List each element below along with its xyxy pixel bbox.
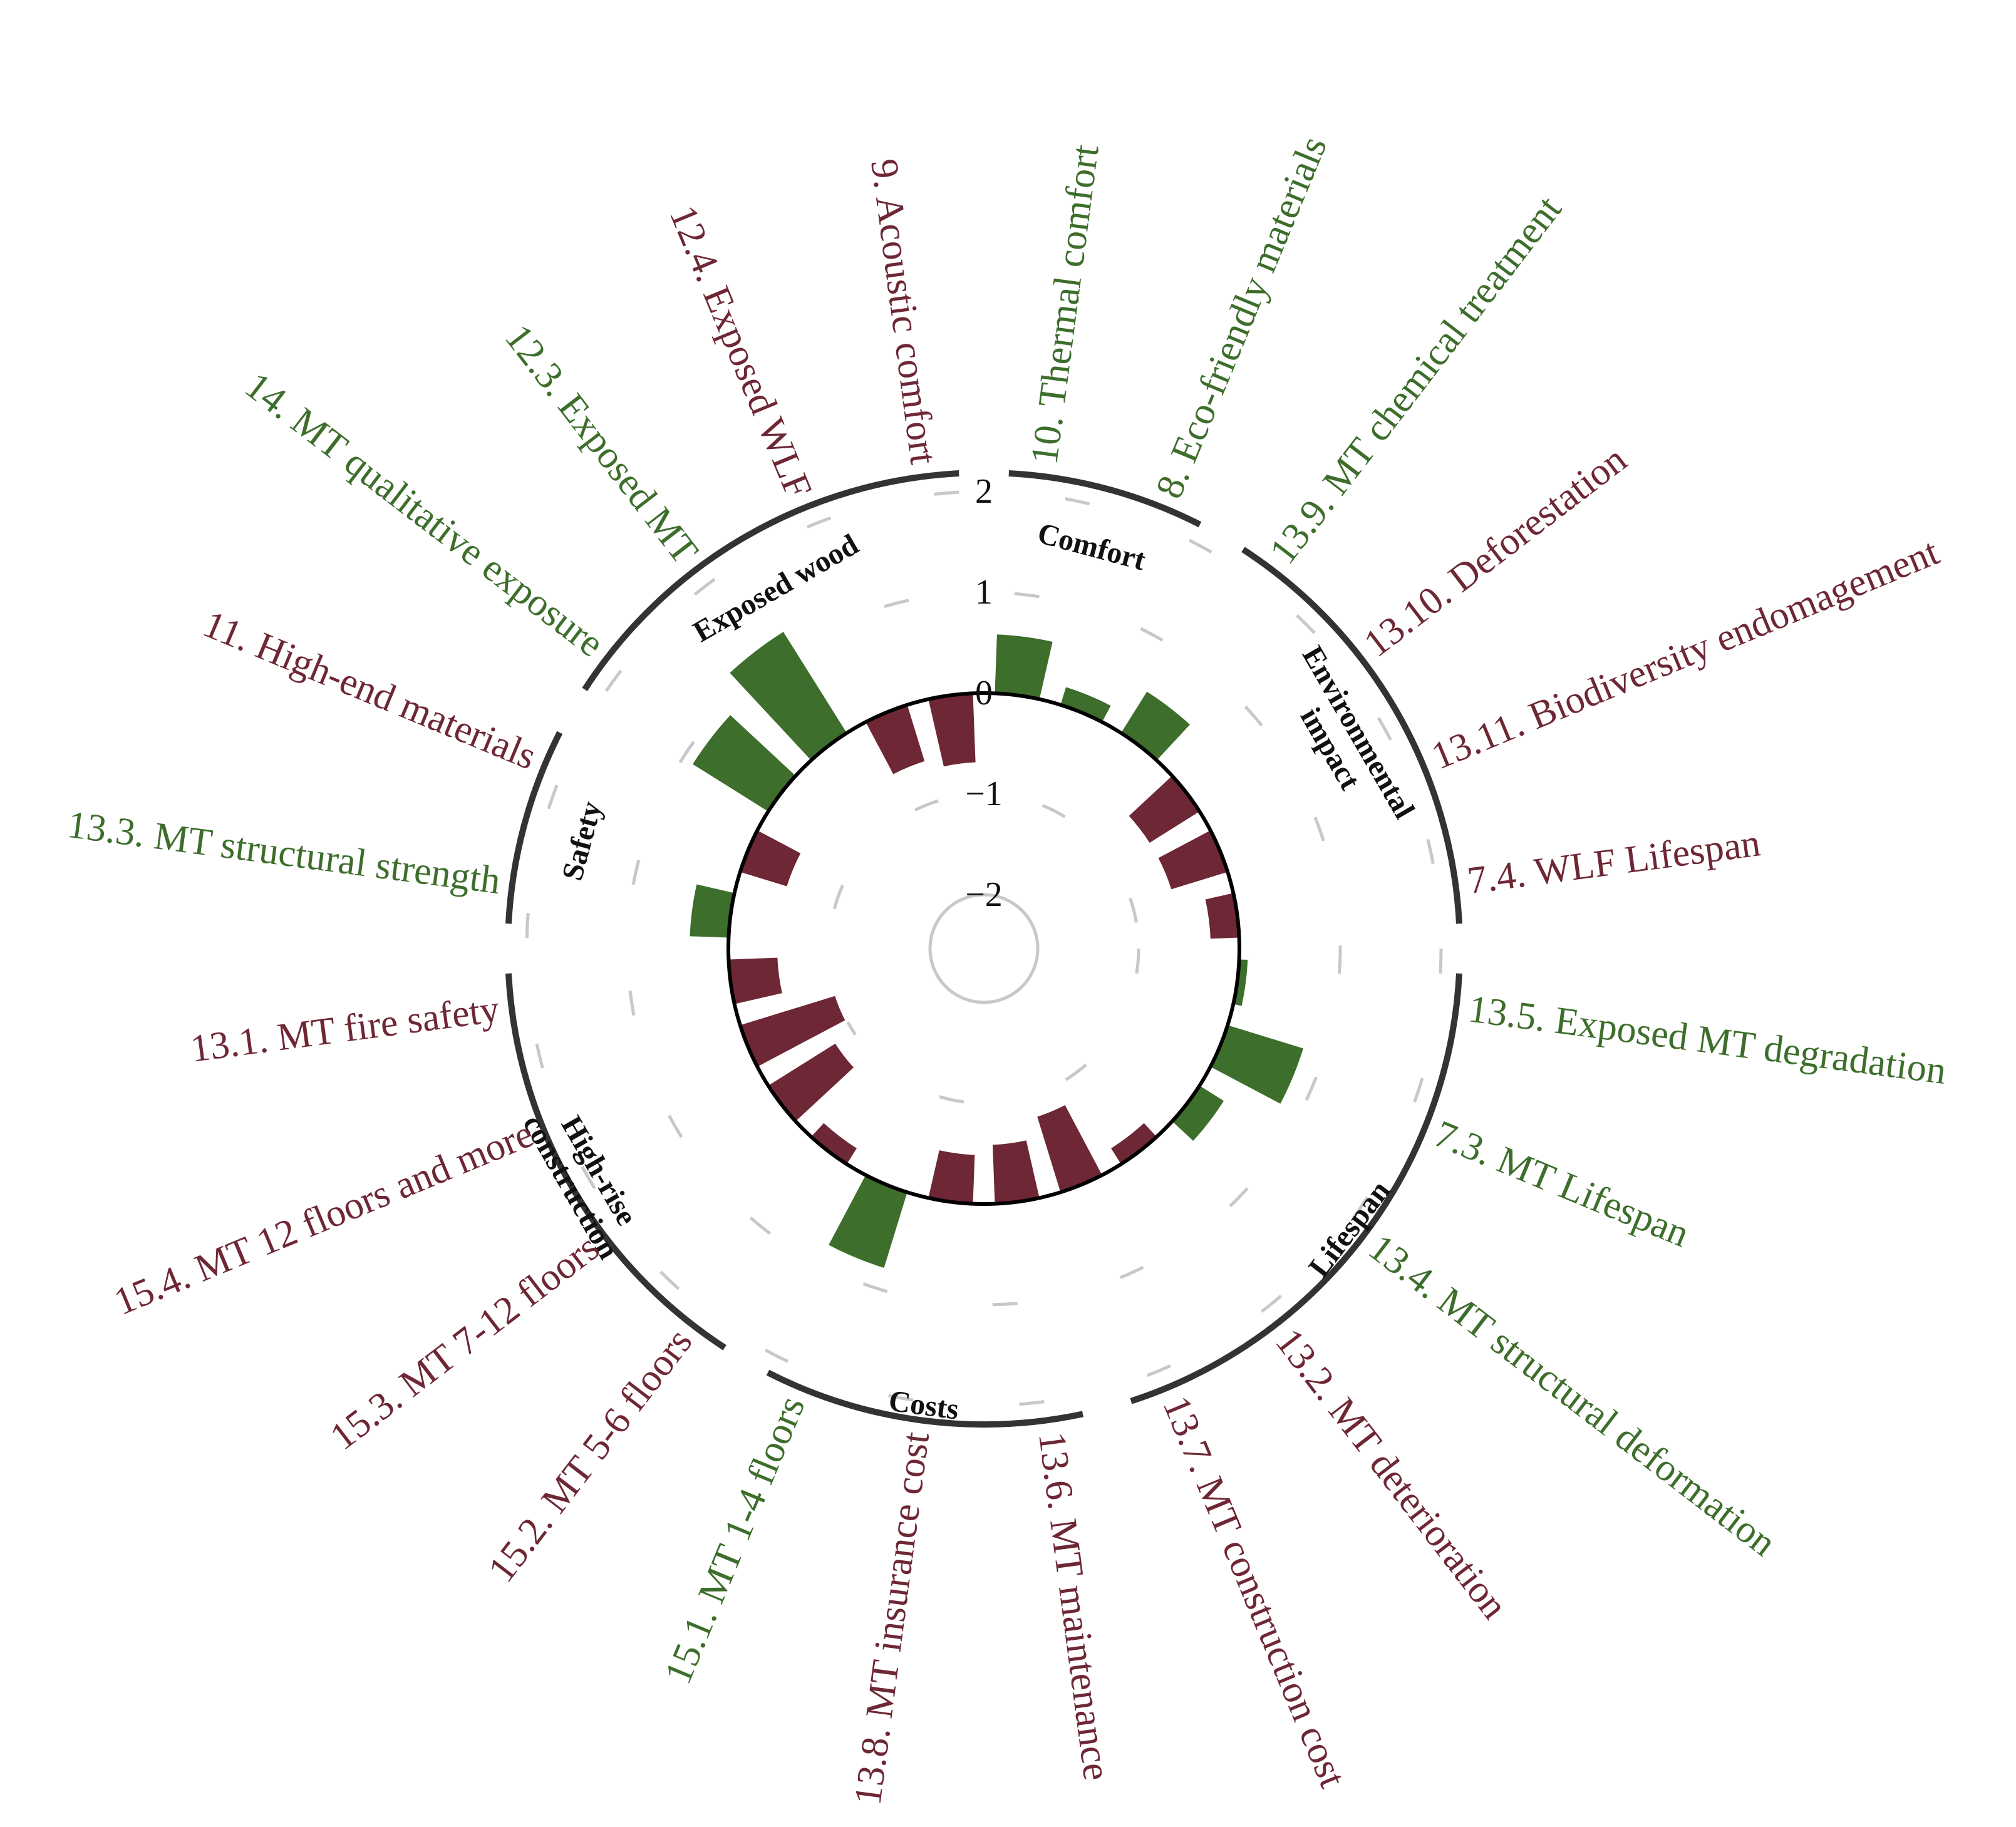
bar (1154, 826, 1231, 893)
group-label: Exposed wood (688, 528, 864, 649)
zero-baseline-circle (726, 691, 1241, 1206)
axis-layer: 2 1 0 −1 −2 (726, 472, 1241, 1206)
item-label: 15.2. MT 5-6 floors (480, 1321, 701, 1590)
item-label: 7.4. WLF Lifespan (1465, 821, 1763, 902)
item-label: 13.6. MT maintenance (1030, 1429, 1119, 1783)
group-arc (1241, 547, 1462, 924)
item-label: 15.3. MT 7-12 floors (323, 1226, 607, 1458)
item-label: 9. Acoustic comfort (862, 157, 944, 466)
item-label: 13.1. MT fire safety (188, 987, 502, 1070)
item-label: 13.8. MT insurance cost (846, 1429, 938, 1808)
bar (726, 954, 786, 1008)
bar (1124, 772, 1203, 847)
bar (991, 631, 1057, 702)
item-label: 13.5. Exposed MT degradation (1466, 987, 1949, 1093)
bar (989, 1136, 1043, 1206)
grid-circle (525, 490, 1443, 1408)
radial-tick-label: 2 (975, 472, 993, 511)
group-arc (582, 470, 959, 691)
group-arc (1130, 973, 1462, 1404)
grid-circle-inner (928, 893, 1040, 1004)
bar (924, 691, 979, 771)
item-label: 13.10. Deforestation (1357, 438, 1635, 665)
radial-tick-label: −2 (965, 875, 1003, 914)
item-label: 11. High-end materials (197, 603, 542, 778)
group-label: Comfort (1034, 517, 1149, 577)
group-arc (505, 731, 563, 924)
item-label: 15.4. MT 12 floors and more (108, 1113, 539, 1324)
item-label: 12.3. Exposed MT (497, 317, 706, 572)
radial-tick-label: −1 (965, 775, 1003, 813)
group-arc (1008, 470, 1202, 528)
grid-circle (626, 590, 1342, 1307)
group-label: Safety (556, 798, 608, 883)
item-label: 13.7. MT construction cost (1154, 1390, 1354, 1793)
group-arc (766, 1369, 1084, 1428)
item-label: 7.3. MT Lifespan (1429, 1113, 1695, 1255)
bar-layer (686, 627, 1308, 1272)
group-label: Costs (887, 1384, 961, 1426)
radial-tick-label: 0 (975, 674, 993, 713)
group-arc (505, 973, 726, 1351)
grid-layer (525, 490, 1443, 1408)
item-label: 8. Eco-friendly materials (1148, 130, 1335, 504)
item-label: 12.4. Exposed WLF (661, 200, 820, 504)
label-layer: 10. Thermal comfort 8. Eco-friendly mater… (65, 130, 1949, 1807)
item-label: 10. Thermal comfort (1023, 142, 1107, 466)
bar (924, 1146, 978, 1206)
bar (1057, 683, 1115, 725)
bar (1117, 687, 1195, 764)
grid-circle (827, 792, 1140, 1105)
bar (737, 826, 805, 890)
radial-tick-label: 1 (975, 573, 993, 612)
bar (862, 702, 929, 779)
item-label: 13.2. MT deterioration (1267, 1321, 1516, 1627)
item-label: 15.1. MT 1-4 floors (656, 1390, 813, 1689)
item-label: 13.3. MT structural strength (65, 803, 503, 902)
group-layer: ComfortEnvironmentalimpactLifespanCostsH… (505, 470, 1462, 1428)
